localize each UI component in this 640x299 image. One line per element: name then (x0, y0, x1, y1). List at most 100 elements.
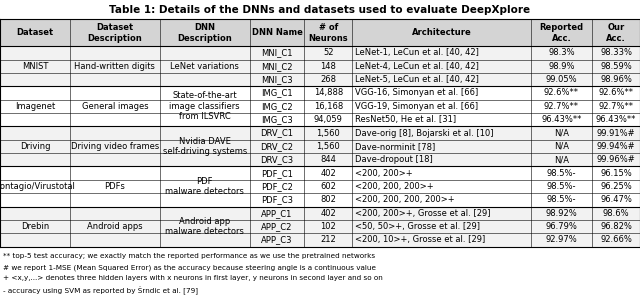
Text: Dave-norminit [78]: Dave-norminit [78] (355, 142, 435, 151)
Text: 16,168: 16,168 (314, 102, 343, 111)
Bar (0, 19, 640, 46)
Text: APP_C2: APP_C2 (261, 222, 292, 231)
Text: Dave-dropout [18]: Dave-dropout [18] (355, 155, 433, 164)
Text: Reported
Acc.: Reported Acc. (540, 23, 584, 42)
Text: <50, 50>+, Grosse et al. [29]: <50, 50>+, Grosse et al. [29] (355, 222, 480, 231)
Text: 96.43%**: 96.43%** (541, 115, 582, 124)
Text: 98.9%: 98.9% (548, 62, 575, 71)
Text: 99.91%#: 99.91%# (596, 129, 636, 138)
Text: 14,888: 14,888 (314, 89, 343, 97)
Text: 99.94%#: 99.94%# (596, 142, 636, 151)
Bar (0, 207, 640, 247)
Text: 92.66%: 92.66% (600, 236, 632, 245)
Text: Imagenet: Imagenet (15, 102, 55, 111)
Text: 1,560: 1,560 (316, 129, 340, 138)
Text: Driving video frames: Driving video frames (71, 142, 159, 151)
Text: 96.47%: 96.47% (600, 195, 632, 205)
Text: General images: General images (81, 102, 148, 111)
Text: PDF_C3: PDF_C3 (261, 195, 293, 205)
Text: Dave-orig [8], Bojarski et al. [10]: Dave-orig [8], Bojarski et al. [10] (355, 129, 493, 138)
Text: PDFs: PDFs (104, 182, 125, 191)
Text: MNIST: MNIST (22, 62, 48, 71)
Text: 98.6%: 98.6% (603, 209, 629, 218)
Text: Android app
malware detectors: Android app malware detectors (165, 217, 244, 236)
Bar (0, 126, 640, 167)
Text: 602: 602 (321, 182, 336, 191)
Text: 844: 844 (321, 155, 336, 164)
Text: # of
Neurons: # of Neurons (308, 23, 348, 42)
Text: <200, 10>+, Grosse et al. [29]: <200, 10>+, Grosse et al. [29] (355, 236, 485, 245)
Text: 92.7%**: 92.7%** (544, 102, 579, 111)
Text: 268: 268 (321, 75, 337, 84)
Text: 96.15%: 96.15% (600, 169, 632, 178)
Text: 98.5%-: 98.5%- (547, 182, 576, 191)
Text: + <x,y,...> denotes three hidden layers with x neurons in first layer, y neurons: + <x,y,...> denotes three hidden layers … (3, 275, 382, 281)
Text: PDF
malware detectors: PDF malware detectors (165, 177, 244, 196)
Text: MNI_C2: MNI_C2 (261, 62, 292, 71)
Text: IMG_C2: IMG_C2 (261, 102, 293, 111)
Text: Driving: Driving (20, 142, 50, 151)
Text: 1,560: 1,560 (316, 142, 340, 151)
Text: IMG_C3: IMG_C3 (261, 115, 293, 124)
Text: Contagio/Virustotal: Contagio/Virustotal (0, 182, 76, 191)
Text: 96.43%**: 96.43%** (596, 115, 636, 124)
Text: Dataset
Description: Dataset Description (88, 23, 142, 42)
Text: 96.79%: 96.79% (545, 222, 577, 231)
Text: VGG-19, Simonyan et al. [66]: VGG-19, Simonyan et al. [66] (355, 102, 478, 111)
Text: ResNet50, He et al. [31]: ResNet50, He et al. [31] (355, 115, 456, 124)
Text: N/A: N/A (554, 155, 569, 164)
Text: 92.97%: 92.97% (545, 236, 577, 245)
Text: 99.05%: 99.05% (546, 75, 577, 84)
Text: Our
Acc.: Our Acc. (606, 23, 626, 42)
Text: DNN Name: DNN Name (252, 28, 303, 37)
Text: <200, 200>+: <200, 200>+ (355, 169, 413, 178)
Text: 98.92%: 98.92% (545, 209, 577, 218)
Text: DRV_C1: DRV_C1 (260, 129, 294, 138)
Text: 148: 148 (321, 62, 336, 71)
Text: N/A: N/A (554, 129, 569, 138)
Text: Android apps: Android apps (87, 222, 143, 231)
Text: 98.5%-: 98.5%- (547, 169, 576, 178)
Text: 52: 52 (323, 48, 333, 57)
Text: <200, 200>+, Grosse et al. [29]: <200, 200>+, Grosse et al. [29] (355, 209, 490, 218)
Text: ** top-5 test accuracy; we exactly match the reported performance as we use the : ** top-5 test accuracy; we exactly match… (3, 253, 374, 259)
Text: APP_C1: APP_C1 (261, 209, 292, 218)
Text: PDF_C1: PDF_C1 (261, 169, 293, 178)
Text: 92.7%**: 92.7%** (598, 102, 634, 111)
Text: 96.25%: 96.25% (600, 182, 632, 191)
Text: 96.82%: 96.82% (600, 222, 632, 231)
Bar (0, 86, 640, 126)
Text: APP_C3: APP_C3 (261, 236, 292, 245)
Text: 802: 802 (321, 195, 336, 205)
Text: 98.59%: 98.59% (600, 62, 632, 71)
Text: 98.33%: 98.33% (600, 48, 632, 57)
Bar (0, 46, 640, 86)
Text: Hand-written digits: Hand-written digits (74, 62, 156, 71)
Text: Table 1: Details of the DNNs and datasets used to evaluate DeepXplore: Table 1: Details of the DNNs and dataset… (109, 5, 531, 16)
Text: LeNet-5, LeCun et al. [40, 42]: LeNet-5, LeCun et al. [40, 42] (355, 75, 479, 84)
Text: 102: 102 (321, 222, 336, 231)
Text: State-of-the-art
image classifiers
from ILSVRC: State-of-the-art image classifiers from … (170, 91, 240, 121)
Text: LeNet variations: LeNet variations (170, 62, 239, 71)
Text: MNI_C3: MNI_C3 (261, 75, 293, 84)
Text: 212: 212 (321, 236, 336, 245)
Text: Drebin: Drebin (21, 222, 49, 231)
Text: 402: 402 (321, 169, 336, 178)
Text: VGG-16, Simonyan et al. [66]: VGG-16, Simonyan et al. [66] (355, 89, 478, 97)
Text: N/A: N/A (554, 142, 569, 151)
Text: DNN
Description: DNN Description (177, 23, 232, 42)
Text: 99.96%#: 99.96%# (596, 155, 636, 164)
Text: 92.6%**: 92.6%** (544, 89, 579, 97)
Text: 94,059: 94,059 (314, 115, 343, 124)
Bar (0, 167, 640, 207)
Text: 402: 402 (321, 209, 336, 218)
Text: Dataset: Dataset (17, 28, 54, 37)
Text: Nvidia DAVE
self-driving systems: Nvidia DAVE self-driving systems (163, 137, 247, 156)
Text: PDF_C2: PDF_C2 (261, 182, 293, 191)
Text: <200, 200, 200>+: <200, 200, 200>+ (355, 182, 433, 191)
Text: LeNet-1, LeCun et al. [40, 42]: LeNet-1, LeCun et al. [40, 42] (355, 48, 479, 57)
Text: IMG_C1: IMG_C1 (261, 89, 293, 97)
Text: DRV_C3: DRV_C3 (260, 155, 294, 164)
Text: - accuracy using SVM as reported by Šrndic et al. [79]: - accuracy using SVM as reported by Šrnd… (3, 287, 198, 295)
Text: <200, 200, 200, 200>+: <200, 200, 200, 200>+ (355, 195, 454, 205)
